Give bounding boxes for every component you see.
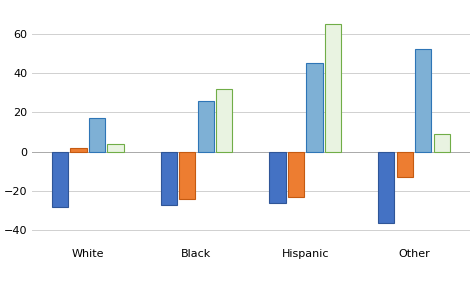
- Bar: [161, 152, 177, 205]
- Bar: [288, 152, 304, 197]
- Bar: [52, 152, 68, 207]
- Bar: [198, 101, 214, 152]
- Bar: [107, 144, 124, 152]
- Bar: [269, 152, 286, 203]
- Bar: [325, 24, 341, 152]
- Bar: [179, 152, 195, 199]
- Bar: [434, 134, 450, 152]
- Bar: [397, 152, 413, 177]
- Bar: [216, 89, 232, 152]
- Bar: [70, 148, 87, 152]
- Bar: [89, 118, 105, 152]
- Bar: [415, 49, 431, 152]
- Bar: [378, 152, 394, 223]
- Bar: [306, 63, 323, 152]
